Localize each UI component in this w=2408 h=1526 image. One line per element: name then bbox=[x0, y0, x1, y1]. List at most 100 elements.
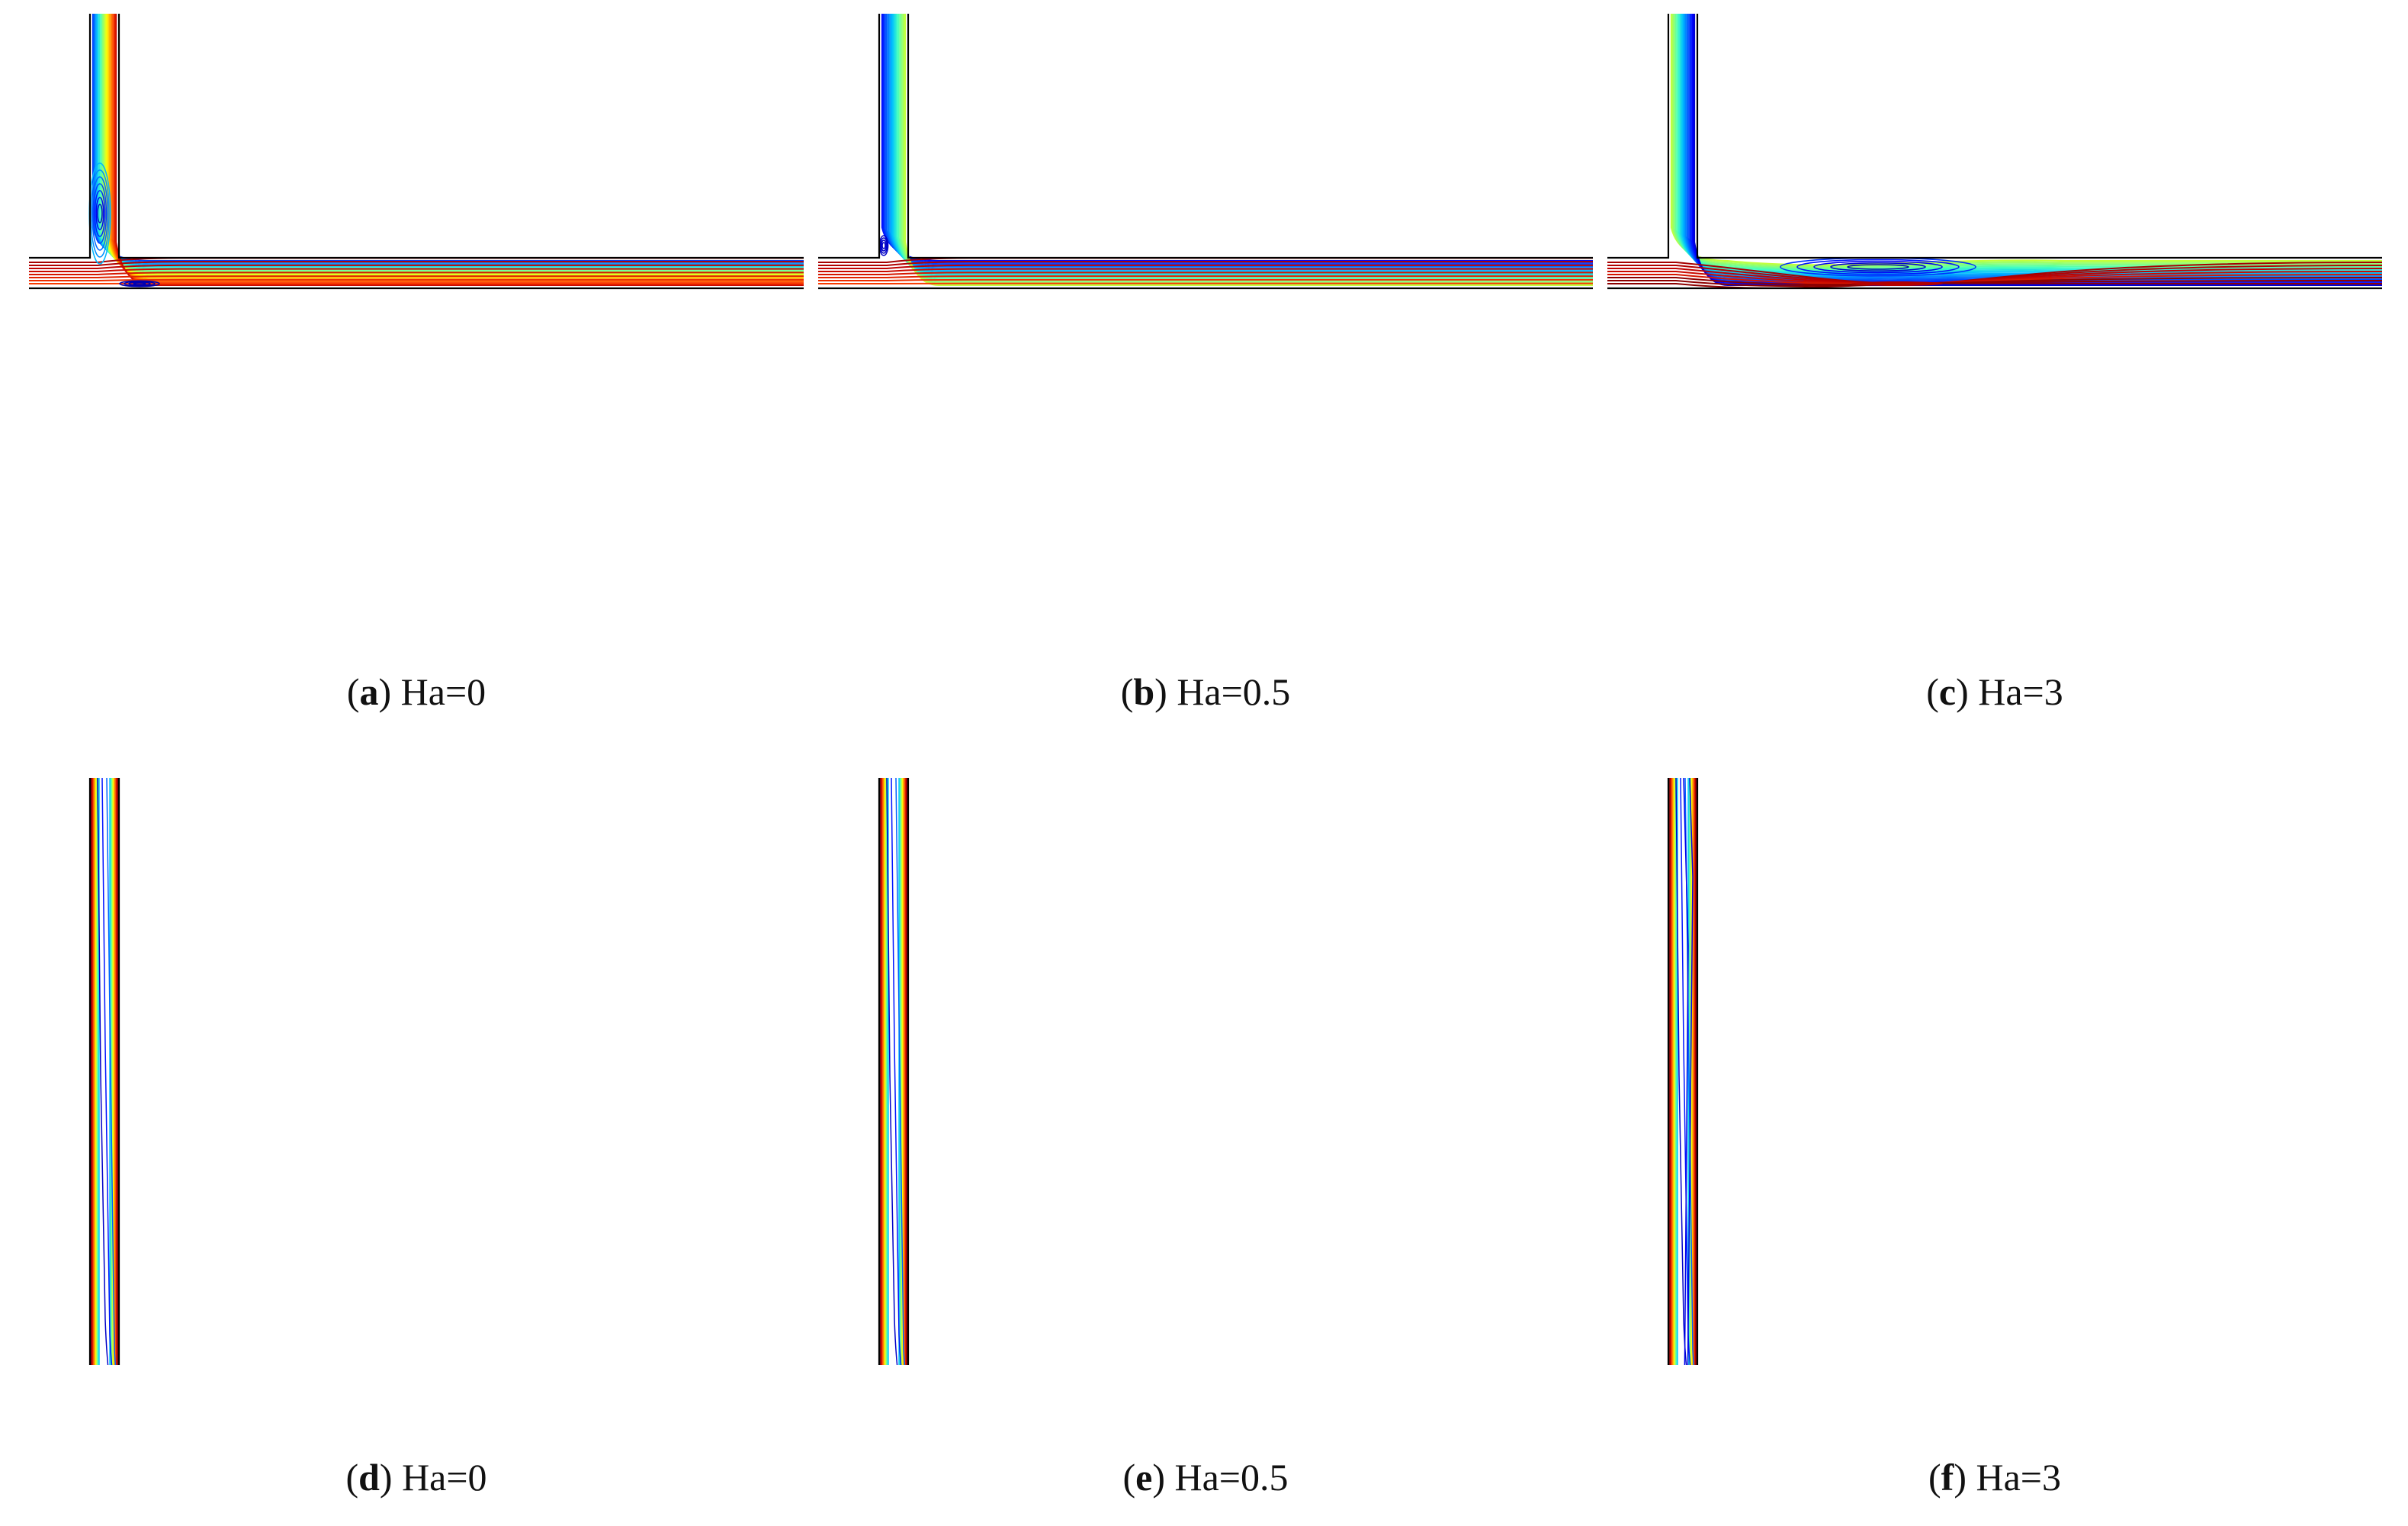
isotherm-interior bbox=[1684, 777, 1695, 1365]
panel-e-isotherms-ha05: (e) Ha=0.5 bbox=[818, 770, 1593, 1499]
recirculation-vortex-vertical bbox=[92, 183, 108, 244]
isotherm-right-wall bbox=[110, 778, 111, 1365]
channel-wall-left bbox=[88, 778, 92, 1365]
streamline-vertical bbox=[892, 14, 1593, 273]
streamline-inlet bbox=[818, 268, 1593, 272]
streamline-vertical bbox=[897, 14, 1593, 278]
streamline-inlet bbox=[818, 264, 1593, 269]
streamline-vertical bbox=[889, 14, 1593, 270]
isotherm-interior bbox=[101, 777, 113, 1365]
streamline-vertical bbox=[95, 14, 804, 265]
caption-d-letter: d bbox=[358, 1456, 380, 1499]
isotherm-interior bbox=[891, 777, 902, 1365]
isotherm-interior bbox=[1675, 777, 1687, 1365]
isotherm-interior bbox=[895, 777, 906, 1365]
streamline-plot-c bbox=[1607, 14, 2382, 290]
streamline-inlet bbox=[29, 275, 804, 278]
streamline-vertical bbox=[1690, 14, 2382, 284]
recirculation-vortex-vertical bbox=[94, 190, 106, 237]
streamline-vertical bbox=[1694, 14, 2382, 287]
streamline-vertical bbox=[115, 14, 804, 286]
streamline-vertical bbox=[894, 14, 1593, 276]
streamline-plot-b bbox=[818, 14, 1593, 290]
streamline-vertical bbox=[1688, 14, 2382, 281]
isotherm-right-wall bbox=[904, 778, 905, 1365]
streamline-vertical bbox=[98, 14, 804, 268]
panel-a-streamlines-ha0: (a) Ha=0 bbox=[29, 0, 804, 713]
caption-d-text: Ha=0 bbox=[392, 1456, 487, 1499]
streamline-inlet bbox=[29, 268, 804, 272]
caption-c-text: Ha=3 bbox=[1968, 670, 2063, 713]
streamline-vertical bbox=[1671, 14, 2382, 267]
isotherm-right-wall bbox=[117, 778, 119, 1365]
streamline-vertical bbox=[899, 14, 1593, 281]
isotherm-right-wall bbox=[1692, 778, 1694, 1365]
streamline-vertical bbox=[887, 14, 1593, 268]
streamline-vertical bbox=[1689, 14, 2382, 282]
isotherm-right-wall bbox=[900, 778, 902, 1365]
streamline-vertical bbox=[1676, 14, 2382, 271]
caption-b-letter: b bbox=[1133, 670, 1155, 713]
recirculation-vortex-top bbox=[1830, 262, 1926, 271]
streamline-vertical bbox=[890, 14, 1593, 271]
isotherm-right-wall bbox=[898, 778, 900, 1365]
channel-wall-left bbox=[878, 778, 881, 1365]
streamline-vertical bbox=[1684, 14, 2382, 278]
streamline-vertical bbox=[897, 14, 1593, 279]
isotherm-vertical-spike bbox=[1683, 777, 1694, 1365]
channel-wall-left bbox=[818, 14, 881, 259]
recirculation-vortex-vertical bbox=[92, 176, 108, 251]
recirculation-vortex-bottom bbox=[124, 281, 156, 287]
streamline-vertical bbox=[110, 14, 804, 281]
streamline-vertical bbox=[904, 14, 1593, 286]
channel-wall-right bbox=[907, 778, 910, 1365]
streamline-vertical bbox=[900, 14, 1593, 281]
streamline-inlet bbox=[29, 264, 804, 269]
caption-e-letter: e bbox=[1135, 1456, 1153, 1499]
isotherm-interior bbox=[1680, 777, 1691, 1365]
caption-a: (a) Ha=0 bbox=[346, 670, 486, 713]
isotherm-right-wall bbox=[116, 778, 118, 1365]
isotherm-right-wall bbox=[904, 778, 907, 1365]
isotherm-right-wall bbox=[1694, 778, 1696, 1365]
streamline-vertical bbox=[901, 14, 1593, 283]
isotherm-right-wall bbox=[1688, 778, 1690, 1365]
caption-b-text: Ha=0.5 bbox=[1167, 670, 1291, 713]
streamline-vertical bbox=[1678, 14, 2382, 272]
streamline-vertical bbox=[1686, 14, 2382, 280]
isotherm-right-wall bbox=[115, 778, 117, 1365]
streamline-vertical bbox=[882, 14, 1593, 263]
streamline-vertical bbox=[1693, 14, 2382, 285]
streamline-vertical bbox=[104, 14, 804, 275]
streamline-inlet bbox=[818, 278, 1593, 281]
streamline-vertical bbox=[100, 14, 804, 270]
streamline-vertical bbox=[1679, 14, 2382, 274]
recirculation-vortex-bottom bbox=[133, 282, 146, 285]
isotherm-plot-e bbox=[878, 777, 910, 1365]
caption-e-text: Ha=0.5 bbox=[1165, 1456, 1289, 1499]
streamline-vertical bbox=[893, 14, 1593, 275]
streamline-vertical bbox=[98, 14, 804, 268]
panel-c-streamlines-ha3: (c) Ha=3 bbox=[1607, 0, 2382, 713]
isotherm-right-wall bbox=[905, 778, 907, 1365]
streamline-vertical bbox=[891, 14, 1593, 272]
streamline-inlet bbox=[29, 261, 804, 266]
caption-c: (c) Ha=3 bbox=[1926, 670, 2063, 713]
caption-c-letter: c bbox=[1938, 670, 1957, 713]
caption-f-text: Ha=3 bbox=[1966, 1456, 2061, 1499]
caption-f: (f) Ha=3 bbox=[1928, 1456, 2061, 1499]
isotherm-right-wall bbox=[1689, 778, 1691, 1365]
streamline-vertical bbox=[1681, 14, 2382, 275]
isotherm-right-wall bbox=[111, 778, 114, 1365]
streamline-vertical bbox=[111, 14, 804, 281]
streamline-inlet bbox=[818, 275, 1593, 278]
caption-a-text: Ha=0 bbox=[391, 670, 486, 713]
streamline-vertical bbox=[106, 14, 804, 277]
recirculation-vortex-bottom bbox=[119, 280, 160, 288]
streamline-vertical bbox=[883, 14, 1593, 264]
channel-wall-right bbox=[117, 778, 120, 1365]
caption-f-letter: f bbox=[1941, 1456, 1954, 1499]
isotherm-right-wall bbox=[903, 778, 904, 1365]
panel-f-isotherms-ha3: (f) Ha=3 bbox=[1607, 770, 2382, 1499]
streamline-vertical bbox=[114, 14, 804, 285]
